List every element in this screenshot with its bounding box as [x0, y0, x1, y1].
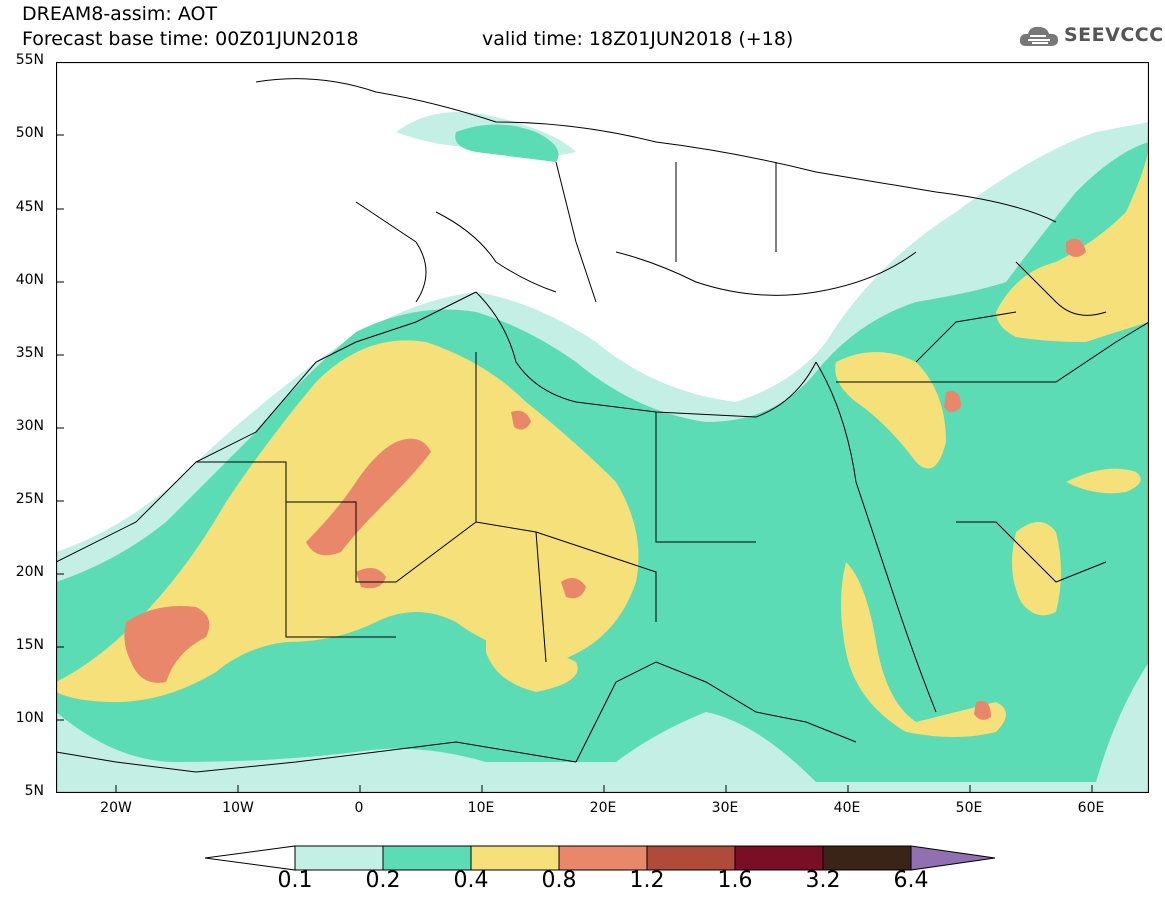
colorbar-bin-0.8: [558, 845, 648, 871]
aot-map: [56, 62, 1149, 793]
lon-label-20w: 20W: [100, 800, 132, 816]
colorbar-under: [205, 845, 296, 871]
map-title: DREAM8-assim: AOT: [22, 3, 218, 25]
colorbar-bin-3.2: [822, 845, 912, 871]
seevccc-logo: SEEVCCC: [1018, 22, 1164, 48]
lat-label-45n: 45N: [15, 199, 44, 215]
lon-label-10e: 10E: [467, 800, 495, 816]
colorbar-over: [910, 845, 996, 871]
colorbar-bin-1.6: [734, 845, 824, 871]
colorbar-label: 0.2: [365, 868, 401, 893]
lon-label-30e: 30E: [711, 800, 739, 816]
colorbar-label: 3.2: [805, 868, 841, 893]
lat-label-35n: 35N: [15, 345, 44, 361]
valid-time: valid time: 18Z01JUN2018 (+18): [482, 28, 794, 50]
colorbar: [205, 845, 996, 871]
base-time: Forecast base time: 00Z01JUN2018: [22, 28, 359, 50]
lat-label-40n: 40N: [15, 272, 44, 288]
lon-label-0: 0: [354, 800, 364, 816]
lon-label-20e: 20E: [589, 800, 617, 816]
colorbar-bin-0.4: [470, 845, 560, 871]
lon-label-60e: 60E: [1077, 800, 1105, 816]
colorbar-bin-1.2: [646, 845, 736, 871]
colorbar-label: 0.8: [541, 868, 577, 893]
lat-label-50n: 50N: [15, 125, 44, 141]
lat-label-10n: 10N: [15, 710, 44, 726]
colorbar-bin-0.1: [294, 845, 384, 871]
country-borders: [56, 78, 1149, 773]
colorbar-label: 1.2: [629, 868, 665, 893]
lat-label-20n: 20N: [15, 564, 44, 580]
colorbar-label: 1.6: [717, 868, 753, 893]
lon-label-40e: 40E: [833, 800, 861, 816]
lat-label-25n: 25N: [15, 491, 44, 507]
colorbar-label: 6.4: [893, 868, 929, 893]
colorbar-label: 0.1: [277, 868, 313, 893]
lat-label-15n: 15N: [15, 637, 44, 653]
aot-contour-0.8: [124, 238, 1086, 720]
lat-label-30n: 30N: [15, 418, 44, 434]
logo-text: SEEVCCC: [1064, 24, 1164, 46]
lon-label-10w: 10W: [222, 800, 254, 816]
colorbar-label: 0.4: [453, 868, 489, 893]
lat-label-55n: 55N: [15, 52, 44, 68]
lat-label-5n: 5N: [24, 783, 44, 799]
colorbar-bin-0.2: [382, 845, 472, 871]
lon-label-50e: 50E: [955, 800, 983, 816]
axis-ticks: [56, 134, 1093, 793]
cloud-icon: [1019, 26, 1058, 46]
